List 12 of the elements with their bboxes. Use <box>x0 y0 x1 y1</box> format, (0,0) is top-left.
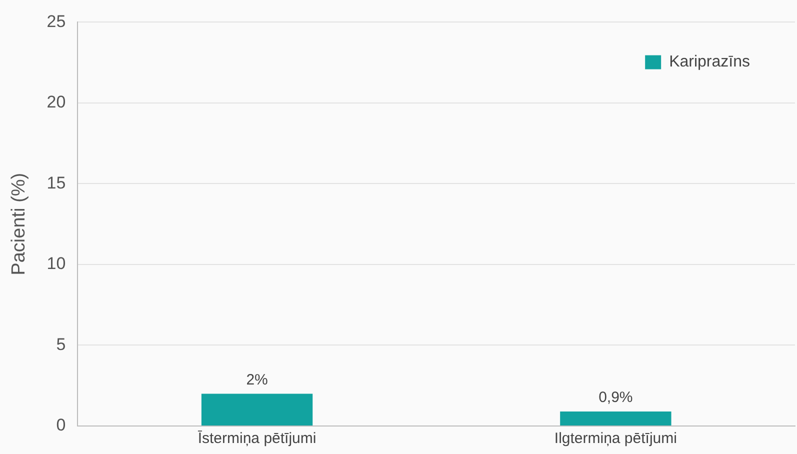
y-axis-title: Pacienti (%) <box>8 172 30 276</box>
y-tick-label: 25 <box>46 12 66 31</box>
data-label: 0,9% <box>598 389 633 406</box>
y-tick-label: 20 <box>46 92 66 112</box>
y-tick-label: 0 <box>56 416 66 435</box>
y-tick-label: 5 <box>56 334 66 354</box>
legend-label: Kariprazīns <box>669 54 750 71</box>
y-tick-label: 15 <box>46 173 66 192</box>
x-tick-label: Īstermiņa pētījumi <box>198 430 316 448</box>
y-tick-label: 10 <box>46 254 66 274</box>
data-label: 2% <box>246 371 268 388</box>
x-tick-label: Ilgtermiņa pētījumi <box>554 430 677 448</box>
